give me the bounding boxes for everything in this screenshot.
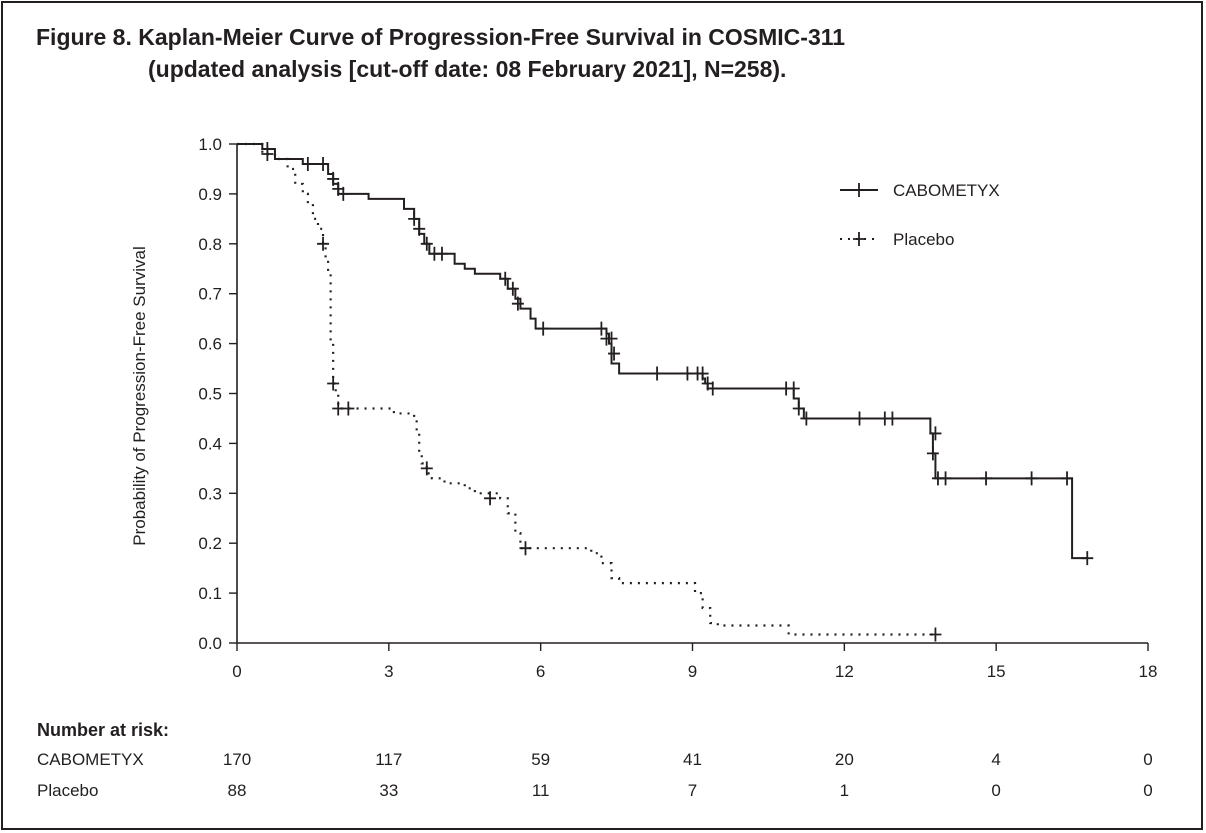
y-tick-label: 1.0 <box>198 135 222 154</box>
x-tick-label: 3 <box>384 662 393 681</box>
x-tick-label: 12 <box>835 662 854 681</box>
risk-row-label-cabometyx: CABOMETYX <box>37 750 144 769</box>
risk-count-cabometyx: 117 <box>375 750 403 769</box>
y-tick-label: 0.4 <box>198 434 222 453</box>
chart-axes: 0.0 0.1 0.2 0.3 0.4 0.5 0.6 0.7 0.8 0.9 1.0 0 3 6 9 12 1… <box>198 135 1157 681</box>
risk-row-label-placebo: Placebo <box>37 781 99 800</box>
censor-mark <box>792 401 805 416</box>
series-cabometyx <box>237 141 1094 566</box>
risk-count-placebo: 88 <box>227 781 247 800</box>
censor-mark <box>605 331 618 346</box>
y-tick-label: 0.7 <box>198 285 222 304</box>
censor-mark <box>420 236 433 251</box>
censor-mark <box>681 366 694 381</box>
x-tick-label: 6 <box>536 662 545 681</box>
censor-mark <box>317 156 330 171</box>
censor-mark <box>787 381 800 396</box>
censor-mark <box>420 461 433 476</box>
risk-count-placebo: 33 <box>379 781 399 800</box>
risk-count-placebo: 0 <box>991 781 1001 800</box>
censor-mark <box>706 381 719 396</box>
censor-mark <box>980 471 993 486</box>
x-tick-label: 18 <box>1139 662 1158 681</box>
censor-mark <box>499 271 512 286</box>
censor-mark <box>511 296 524 311</box>
legend-label-placebo: Placebo <box>893 230 954 249</box>
censor-mark <box>926 446 939 461</box>
x-tick-label: 0 <box>232 662 241 681</box>
censor-mark <box>651 366 664 381</box>
censor-mark <box>1061 471 1074 486</box>
risk-count-cabometyx: 4 <box>991 750 1001 769</box>
chart-series-layer <box>237 141 1094 642</box>
risk-count-placebo: 11 <box>531 781 550 800</box>
censor-mark <box>332 401 345 416</box>
censor-mark <box>506 281 519 296</box>
y-tick-label: 0.0 <box>198 634 222 653</box>
risk-count-placebo: 0 <box>1143 781 1153 800</box>
y-axis-label: Probability of Progression-Free Survival <box>130 246 149 546</box>
censor-mark <box>317 236 330 251</box>
censor-mark <box>484 491 497 506</box>
censor-mark <box>595 321 608 336</box>
y-tick-label: 0.1 <box>198 584 222 603</box>
censor-mark <box>413 221 426 236</box>
censor-mark <box>435 246 448 261</box>
figure-title-line-2: (updated analysis [cut-off date: 08 Febr… <box>148 56 787 82</box>
series-line-placebo <box>237 142 936 636</box>
censor-mark <box>929 627 942 642</box>
risk-count-cabometyx: 59 <box>531 750 551 769</box>
censor-mark <box>337 186 350 201</box>
y-tick-label: 0.6 <box>198 335 222 354</box>
legend-marker-cabometyx <box>853 183 865 197</box>
y-tick-label: 0.3 <box>198 484 222 503</box>
censor-mark <box>1081 551 1094 566</box>
censor-mark <box>696 366 709 381</box>
censor-mark <box>853 411 866 426</box>
series-placebo <box>237 142 942 642</box>
y-tick-label: 0.5 <box>198 385 222 404</box>
chart-legend: CABOMETYX Placebo <box>840 181 1000 249</box>
series-line-cabometyx <box>237 143 1088 560</box>
censor-mark <box>408 211 421 226</box>
legend-label-cabometyx: CABOMETYX <box>893 181 1000 200</box>
risk-count-placebo: 1 <box>839 781 850 800</box>
censor-mark <box>327 376 340 391</box>
risk-count-cabometyx: 20 <box>834 750 854 769</box>
censor-mark <box>608 346 621 361</box>
risk-count-cabometyx: 41 <box>683 750 702 769</box>
censor-mark <box>537 321 550 336</box>
risk-table-header: Number at risk: <box>37 720 170 740</box>
censor-mark <box>342 401 355 416</box>
censor-mark <box>886 411 899 426</box>
censor-mark <box>261 146 274 161</box>
censor-mark <box>800 411 813 426</box>
x-tick-label: 15 <box>987 662 1006 681</box>
censor-mark <box>929 426 942 441</box>
y-tick-label: 0.8 <box>198 235 222 254</box>
censor-mark <box>939 471 952 486</box>
y-tick-label: 0.9 <box>198 185 222 204</box>
censor-mark <box>519 541 532 556</box>
censor-mark <box>301 156 314 171</box>
risk-count-placebo: 7 <box>687 781 698 800</box>
legend-marker-placebo <box>853 232 865 246</box>
risk-count-cabometyx: 0 <box>1143 750 1153 769</box>
x-tick-label: 9 <box>688 662 697 681</box>
figure-title-line-1: Figure 8. Kaplan-Meier Curve of Progress… <box>36 24 846 50</box>
risk-count-cabometyx: 170 <box>222 750 252 769</box>
censor-mark <box>1025 471 1038 486</box>
censor-mark <box>327 171 340 186</box>
y-tick-label: 0.2 <box>198 534 222 553</box>
